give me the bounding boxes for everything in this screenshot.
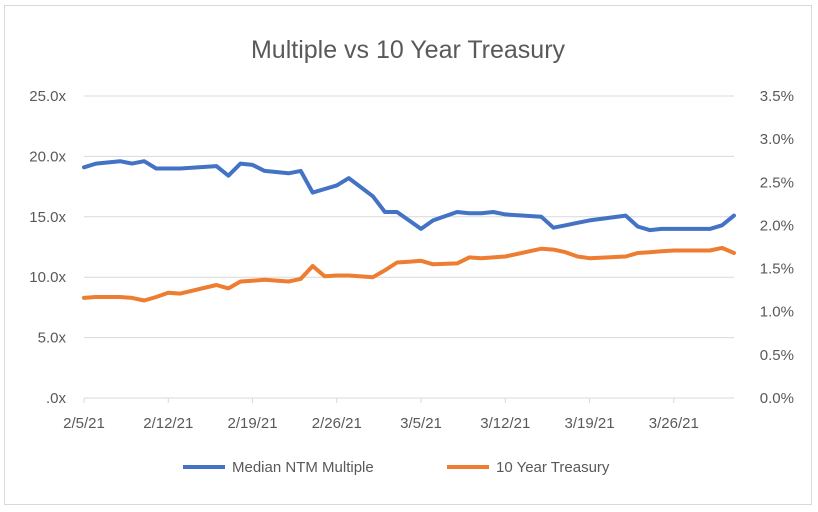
x-tick-label: 2/5/21 (63, 415, 105, 432)
x-tick-label: 3/26/21 (649, 415, 699, 432)
chart-frame (4, 5, 812, 505)
right-tick-label: 3.0% (760, 131, 794, 148)
left-tick-label: 15.0x (29, 209, 66, 226)
left-tick-label: 10.0x (29, 269, 66, 286)
x-tick-label: 2/26/21 (312, 415, 362, 432)
series-lines (82, 159, 736, 303)
right-tick-label: 2.5% (760, 174, 794, 191)
right-tick-label: 3.5% (760, 88, 794, 105)
x-tick-label: 3/5/21 (400, 415, 442, 432)
x-tick-label: 2/12/21 (143, 415, 193, 432)
left-axis-ticks: .0x 5.0x 10.0x 15.0x 20.0x 25.0x (29, 88, 66, 407)
right-tick-label: 1.0% (760, 304, 794, 321)
x-tick-label: 2/19/21 (227, 415, 277, 432)
legend-label: Median NTM Multiple (232, 459, 374, 476)
left-tick-label: 5.0x (38, 330, 67, 347)
gridlines (84, 95, 734, 399)
series-line (82, 159, 736, 233)
left-tick-label: 20.0x (29, 148, 66, 165)
right-tick-label: 0.5% (760, 347, 794, 364)
right-axis-ticks: 0.0% 0.5% 1.0% 1.5% 2.0% 2.5% 3.0% 3.5% (760, 88, 794, 407)
right-tick-label: 2.0% (760, 217, 794, 234)
x-tick-label: 3/12/21 (480, 415, 530, 432)
left-tick-label: 25.0x (29, 88, 66, 105)
right-tick-label: 1.5% (760, 261, 794, 278)
right-tick-label: 0.0% (760, 390, 794, 407)
legend-label: 10 Year Treasury (496, 459, 610, 476)
x-axis-ticks: 2/5/21 2/12/21 2/19/21 2/26/21 3/5/21 3/12/21… (63, 398, 699, 432)
left-tick-label: .0x (46, 390, 67, 407)
x-tick-label: 3/19/21 (565, 415, 615, 432)
series-line (82, 245, 736, 303)
legend: Median NTM Multiple 10 Year Treasury (183, 459, 610, 476)
chart-title: Multiple vs 10 Year Treasury (251, 36, 566, 64)
